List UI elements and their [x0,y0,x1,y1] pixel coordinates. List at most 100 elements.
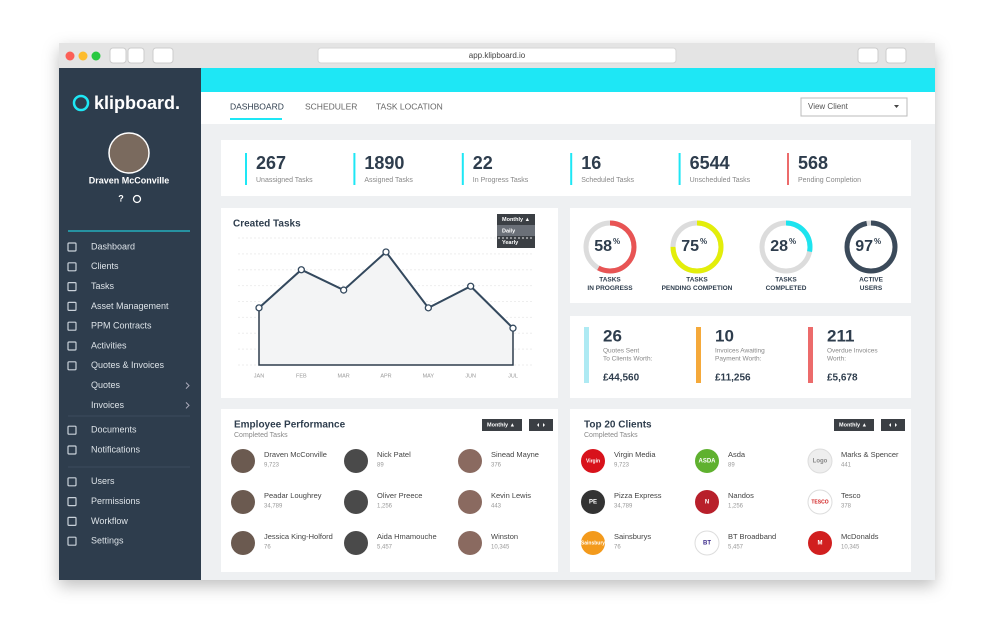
person-count: 76 [264,545,271,551]
quote-text: Quotes Sent [603,348,639,355]
chevron [185,382,190,389]
menu-item[interactable]: Notifications [91,444,141,454]
power-icon[interactable] [132,194,142,204]
avatar[interactable] [581,531,605,555]
zoom-button[interactable] [91,51,101,61]
menu-item[interactable]: Invoices [91,400,125,410]
user-avatar[interactable] [108,132,150,174]
avatar[interactable] [458,490,482,514]
menu-icon [67,242,77,252]
menu-item[interactable]: Documents [91,425,137,435]
active-tab-underline [230,118,282,120]
gauge-symbol: % [789,237,796,246]
pager-button[interactable] [529,419,553,431]
stat-bar [787,153,789,185]
avatar[interactable] [458,449,482,473]
period-button[interactable] [834,419,874,431]
address-bar[interactable] [317,47,677,64]
quote-text: Worth: [827,356,846,363]
person-name: Pizza Express [614,491,662,500]
avatar[interactable] [231,449,255,473]
avatar[interactable] [807,448,833,474]
nav-tab[interactable]: TASK LOCATION [376,101,443,111]
avatar[interactable] [231,490,255,514]
point [509,324,517,332]
person-name: Nandos [728,491,754,500]
back-button[interactable] [109,47,127,64]
x-tick-label: FEB [296,373,307,379]
gauge-value: 97 [855,238,873,255]
person-count: 89 [377,463,384,469]
avatar[interactable] [458,531,482,555]
menu-item[interactable]: Quotes & Invoices [91,360,165,370]
avatar[interactable] [695,449,719,473]
x-tick-label: MAR [338,373,350,379]
avatar[interactable] [581,449,605,473]
sidebar-button[interactable] [152,47,174,64]
dropdown-option[interactable]: Daily [502,228,516,234]
client-logo: Virgin [586,458,600,464]
avatar[interactable] [694,530,720,556]
pager-button[interactable] [881,419,905,431]
nav-tab[interactable]: DASHBOARD [230,101,284,111]
menu-item[interactable]: Asset Management [91,301,169,311]
top-bar [201,68,935,92]
gauge-symbol: % [700,237,707,246]
client-logo: TESCO [811,499,828,505]
menu-icon [67,321,77,331]
gauge-arc [670,220,724,274]
dropdown-option[interactable]: Yearly [502,240,519,246]
menu-icon [67,445,77,455]
avatar[interactable] [344,490,368,514]
minimize-button[interactable] [78,51,88,61]
avatar[interactable] [231,531,255,555]
person-count: 9,723 [614,463,630,469]
menu-item[interactable]: Dashboard [91,241,135,251]
menu-item[interactable]: Quotes [91,380,121,390]
user-name: Draven McConville [89,175,170,185]
avatar[interactable] [695,490,719,514]
help-icon[interactable]: ? [118,193,124,203]
menu-item[interactable]: Workflow [91,516,128,526]
menu-item[interactable]: Settings [91,536,124,546]
share-button[interactable] [857,47,879,64]
avatar[interactable] [581,490,605,514]
tabs-button[interactable] [885,47,907,64]
menu-icon [67,477,77,487]
employee-card [221,409,558,572]
menu-item[interactable]: Permissions [91,496,141,506]
stat-value: 16 [581,153,601,173]
avatar[interactable] [808,531,832,555]
close-button[interactable] [65,51,75,61]
client-logo: M [818,541,823,547]
dropdown-option[interactable]: Monthly ▲ [502,217,530,223]
client-logo: Sainsbury [581,540,605,546]
stat-bar [461,153,464,185]
avatar[interactable] [344,531,368,555]
quote-amount: £5,678 [827,373,858,384]
client-logo: BT [703,541,711,547]
gauge-label: ACTIVE [859,277,884,284]
gauge-value: 28 [770,238,788,255]
invoices-card [570,316,911,398]
person-name: Aida Hmamouche [377,532,437,541]
menu-item[interactable]: Activities [91,340,127,350]
menu-item[interactable]: Tasks [91,281,115,291]
quote-text: Overdue Invoices [827,348,878,355]
menu-item[interactable]: PPM Contracts [91,321,152,331]
stat-label: Scheduled Tasks [581,177,634,184]
nav-tab[interactable]: SCHEDULER [305,101,357,111]
avatar[interactable] [807,489,833,515]
avatar[interactable] [344,449,368,473]
view-client-select[interactable] [800,97,908,117]
menu-item[interactable]: Users [91,476,115,486]
stat-label: Pending Completion [798,177,861,184]
stat-label: Unscheduled Tasks [690,177,751,184]
gauge-label: COMPLETED [766,285,807,292]
period-button[interactable] [482,419,522,431]
person-name: Sainsburys [614,532,651,541]
menu-item[interactable]: Clients [91,261,119,271]
gauges-card [570,208,911,303]
clients-card [570,409,911,572]
forward-button[interactable] [127,47,145,64]
